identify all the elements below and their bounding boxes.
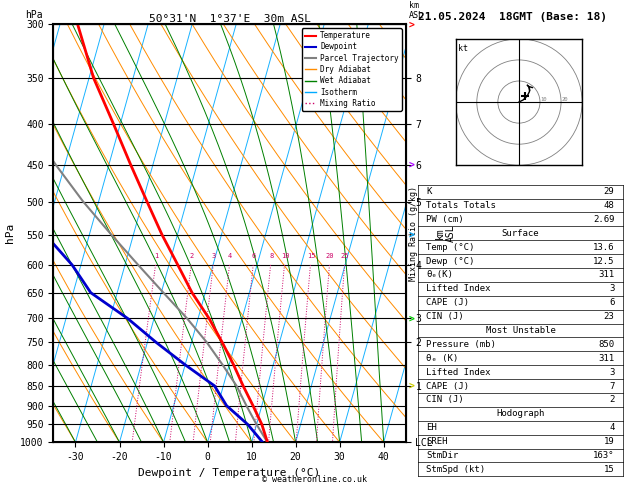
Text: 10: 10	[540, 97, 547, 102]
Text: 29: 29	[604, 187, 615, 196]
Text: 4: 4	[609, 423, 615, 432]
Text: 311: 311	[598, 270, 615, 279]
Text: CIN (J): CIN (J)	[426, 396, 464, 404]
Text: SREH: SREH	[426, 437, 448, 446]
Text: km
ASL: km ASL	[409, 0, 424, 20]
Text: 2.69: 2.69	[593, 215, 615, 224]
Text: 6: 6	[252, 253, 256, 259]
Y-axis label: hPa: hPa	[4, 223, 14, 243]
Text: 7: 7	[609, 382, 615, 391]
Y-axis label: km
ASL: km ASL	[435, 225, 456, 242]
Text: EH: EH	[426, 423, 437, 432]
Text: 21.05.2024  18GMT (Base: 18): 21.05.2024 18GMT (Base: 18)	[418, 12, 607, 22]
Text: 20: 20	[561, 97, 567, 102]
Text: >: >	[409, 230, 415, 240]
Text: CAPE (J): CAPE (J)	[426, 382, 469, 391]
Text: 311: 311	[598, 354, 615, 363]
Text: Hodograph: Hodograph	[496, 409, 545, 418]
Text: 23: 23	[604, 312, 615, 321]
Text: PW (cm): PW (cm)	[426, 215, 464, 224]
Text: Pressure (mb): Pressure (mb)	[426, 340, 496, 349]
Text: 850: 850	[598, 340, 615, 349]
Text: >: >	[409, 19, 415, 29]
Legend: Temperature, Dewpoint, Parcel Trajectory, Dry Adiabat, Wet Adiabat, Isotherm, Mi: Temperature, Dewpoint, Parcel Trajectory…	[302, 28, 402, 111]
Text: 12.5: 12.5	[593, 257, 615, 265]
Text: 6: 6	[609, 298, 615, 307]
Text: θₑ(K): θₑ(K)	[426, 270, 454, 279]
Text: Lifted Index: Lifted Index	[426, 284, 491, 294]
Text: >: >	[409, 160, 415, 170]
Text: 10: 10	[281, 253, 289, 259]
Text: kt: kt	[459, 44, 468, 53]
Text: 3: 3	[609, 367, 615, 377]
Text: 48: 48	[604, 201, 615, 210]
Text: © weatheronline.co.uk: © weatheronline.co.uk	[262, 474, 367, 484]
Text: Most Unstable: Most Unstable	[486, 326, 555, 335]
Text: Dewp (°C): Dewp (°C)	[426, 257, 475, 265]
Text: 2: 2	[190, 253, 194, 259]
Text: 3: 3	[212, 253, 216, 259]
Text: 15: 15	[604, 465, 615, 474]
Text: 2: 2	[609, 396, 615, 404]
Text: 4: 4	[228, 253, 232, 259]
Text: 15: 15	[307, 253, 315, 259]
Text: Lifted Index: Lifted Index	[426, 367, 491, 377]
Text: Totals Totals: Totals Totals	[426, 201, 496, 210]
Text: 8: 8	[269, 253, 274, 259]
Text: >: >	[409, 381, 415, 391]
Text: 1: 1	[154, 253, 159, 259]
Text: CAPE (J): CAPE (J)	[426, 298, 469, 307]
Text: 19: 19	[604, 437, 615, 446]
Text: >: >	[409, 313, 415, 324]
Text: K: K	[426, 187, 432, 196]
Text: hPa: hPa	[25, 10, 43, 20]
X-axis label: Dewpoint / Temperature (°C): Dewpoint / Temperature (°C)	[138, 468, 321, 478]
Title: 50°31'N  1°37'E  30m ASL: 50°31'N 1°37'E 30m ASL	[148, 14, 311, 23]
Text: 3: 3	[609, 284, 615, 294]
Text: CIN (J): CIN (J)	[426, 312, 464, 321]
Text: Temp (°C): Temp (°C)	[426, 243, 475, 252]
Text: StmDir: StmDir	[426, 451, 459, 460]
Text: 25: 25	[341, 253, 349, 259]
Text: StmSpd (kt): StmSpd (kt)	[426, 465, 486, 474]
Text: θₑ (K): θₑ (K)	[426, 354, 459, 363]
Text: 13.6: 13.6	[593, 243, 615, 252]
Text: Surface: Surface	[502, 229, 539, 238]
Text: 20: 20	[326, 253, 334, 259]
Text: 163°: 163°	[593, 451, 615, 460]
Text: Mixing Ratio (g/kg): Mixing Ratio (g/kg)	[409, 186, 418, 281]
